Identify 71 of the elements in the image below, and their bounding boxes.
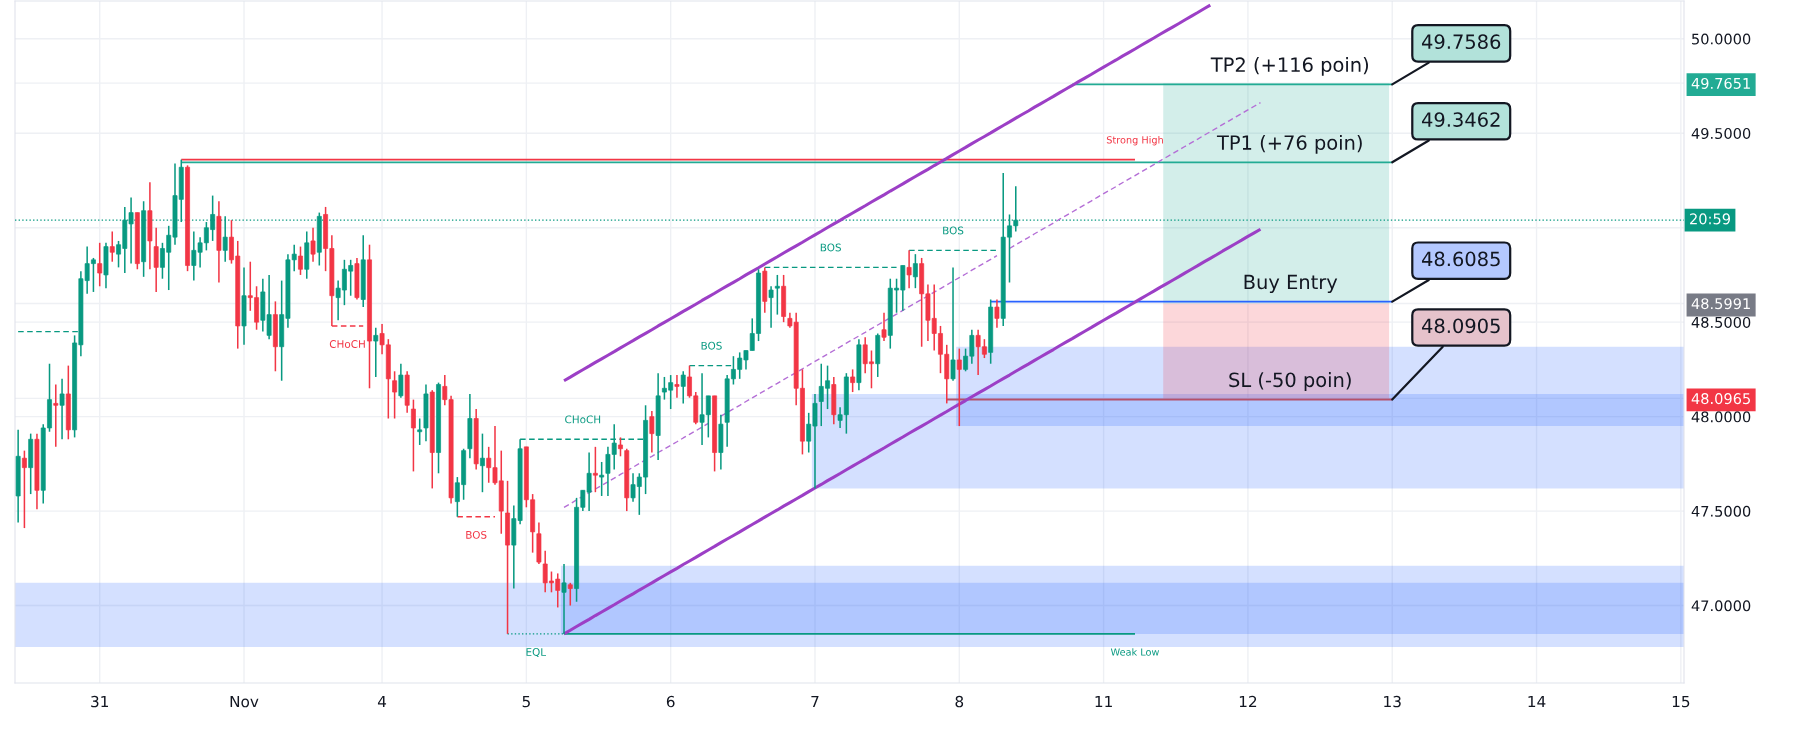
annotation: 49.3462 [1421,112,1500,127]
candlestick [373,327,379,378]
candlestick [906,249,912,289]
candlestick [618,436,623,458]
series-label: SL (-50 poin) [1229,372,1351,391]
x-tick-label: 13 [1384,695,1401,708]
annotation: 49.7586 [1421,34,1501,50]
candlestick [674,374,680,399]
candlestick [53,383,59,448]
candlestick [599,461,605,497]
x-tick-label: 12 [1239,695,1257,708]
line-series [562,3,1212,383]
candlestick [109,230,115,263]
x-tick-label: 5 [522,695,530,708]
y-tick-label: 49.5000 [1691,127,1751,139]
candlestick [21,449,27,529]
candlestick [850,368,856,393]
annotation: CHoCH [329,340,365,348]
x-tick-label: 6 [666,695,675,708]
candlestick [956,347,962,427]
candlestick [222,215,228,263]
y-tick-label: 50.0000 [1692,33,1751,45]
candlestick [310,226,316,263]
candlestick [649,410,655,454]
x-tick-label: 11 [1095,695,1112,708]
candlestick [680,370,686,405]
annotation: 48.0905 [1421,318,1500,334]
x-tick-label: 4 [377,695,387,708]
series-label: TP1 (+76 poin) [1216,134,1362,154]
y-tick-label: 48.5991 [1691,298,1750,310]
annotation: 48.6085 [1421,251,1500,267]
annotation: BOS [466,530,487,539]
y-tick-label: 47.0000 [1691,600,1751,612]
annotation: BOS [820,243,841,252]
candlestick [480,432,485,493]
candlestick [392,370,398,420]
x-tick-label: 7 [811,695,819,708]
y-tick-label: 48.0965 [1691,393,1750,405]
candlestick [567,582,573,607]
y-tick-label: 48.5000 [1691,316,1751,328]
y-tick-label: 49.7651 [1691,77,1750,89]
candlestick [59,378,65,441]
x-tick-label: 14 [1528,695,1546,708]
annotation: BOS [701,341,722,350]
series-label: Strong High [1106,135,1163,146]
series-label: Buy Entry [1244,274,1338,294]
candlestick [417,417,423,446]
candlestick [592,446,598,493]
x-tick-label: 31 [91,695,109,708]
candlestick [398,362,404,399]
annotation: CHoCH [565,415,601,424]
y-tick-label: 47.5000 [1691,505,1751,517]
candlestick [881,311,887,342]
candlestick [912,253,918,289]
x-tick-label: 15 [1672,695,1690,708]
candlestick [774,274,780,316]
candlestick [411,398,416,473]
x-tick-label: Nov [230,695,259,708]
candlestick [994,298,1000,329]
series-label: TP2 (+116 poin) [1210,56,1369,76]
candlestick [768,285,774,329]
series-label: EQL [526,648,547,658]
annotation: BOS [943,226,964,235]
candlestick [97,242,103,288]
series-label: Weak Low [1110,648,1159,656]
x-tick-label: 8 [955,695,964,708]
text: 20:59 [1690,213,1730,225]
candlestick [950,266,956,382]
candlestick [298,245,303,276]
y-tick-label: 48.0000 [1691,411,1751,423]
candlestick [153,226,159,293]
